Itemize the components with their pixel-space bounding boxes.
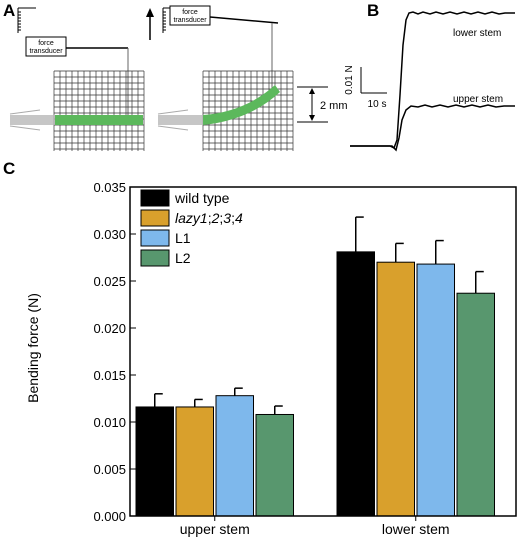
time-scale-label: 10 s: [368, 99, 387, 110]
transducer-label-right-2: transducer: [173, 17, 207, 24]
legend: wild type lazy1;2;3;4 L1 L2: [140, 189, 243, 267]
ruler-left: [17, 7, 36, 33]
panel-b: B 0.01 N 10 s lower stem upper stem: [344, 1, 515, 152]
bar-0-1: [175, 406, 214, 517]
bar-0-2: [215, 395, 254, 517]
legend-swatch: [140, 229, 170, 247]
error-bars: [154, 216, 484, 415]
y-tick-label: 0.030: [93, 227, 126, 242]
panel-c-letter: C: [3, 159, 15, 178]
transducer-label-right-1: force: [182, 9, 198, 16]
transducer-right: force transducer: [162, 5, 279, 88]
error-bar-0-0: [154, 393, 163, 407]
legend-swatch: [140, 209, 170, 227]
grid-left: [53, 70, 145, 151]
transducer-box-left: [25, 36, 67, 57]
scale-bar-2mm: 2 mm: [297, 86, 348, 123]
trace-lower-label: lower stem: [453, 28, 501, 39]
x-axis-categories: upper stem lower stem: [180, 516, 450, 537]
y-tick-label: 0.015: [93, 368, 126, 383]
error-bar-0-1: [194, 398, 203, 407]
panel-c: C Bending force (N) 0.000 0.005 0.010 0.015…: [3, 159, 517, 537]
bar-0-0: [135, 406, 174, 517]
x-category-label: lower stem: [382, 521, 450, 537]
error-bar-0-2: [234, 387, 243, 396]
bar-0-3: [255, 413, 294, 517]
bar-1-3: [456, 292, 495, 517]
lift-arrow: [146, 8, 154, 40]
error-bar-1-0: [355, 216, 364, 252]
bar-1-2: [416, 263, 455, 517]
trace-upper-stem: [350, 104, 515, 152]
legend-swatch: [140, 189, 170, 207]
y-tick-label: 0.035: [93, 180, 126, 195]
bar-1-0: [336, 251, 375, 517]
error-bar-1-3: [475, 270, 484, 294]
y-tick-label: 0.025: [93, 274, 126, 289]
error-bar-0-3: [274, 405, 283, 415]
error-bar-1-1: [395, 242, 404, 263]
lever-arm-right: [209, 16, 279, 24]
x-category-label: upper stem: [180, 521, 250, 537]
y-tick-label: 0.005: [93, 462, 126, 477]
trace-upper-label: upper stem: [453, 94, 503, 105]
y-axis-ticks: 0.000 0.005 0.010 0.015 0.020 0.025 0.030 0.035: [93, 180, 136, 524]
legend-label: wild type: [174, 190, 230, 206]
transducer-box-right: [169, 5, 211, 26]
legend-swatch: [140, 249, 170, 267]
legend-label: lazy1;2;3;4: [175, 210, 243, 226]
bar-marks: [135, 251, 495, 517]
stem-right: [157, 85, 280, 131]
plot-frame: [129, 186, 517, 517]
y-tick-label: 0.000: [93, 509, 126, 524]
bar-1-1: [376, 261, 415, 517]
scale-label-2mm: 2 mm: [320, 100, 348, 112]
transducer-label-left-2: transducer: [29, 48, 63, 55]
legend-label: L2: [175, 250, 191, 266]
force-scale-label: 0.01 N: [344, 65, 355, 94]
error-bar-1-2: [435, 239, 444, 265]
transducer-label-left-1: force: [38, 40, 54, 47]
stem-left: [9, 109, 143, 131]
panel-a-letter: A: [3, 1, 15, 20]
legend-label: L1: [175, 230, 191, 246]
force-scale-bar: 0.01 N 10 s: [344, 65, 387, 110]
y-axis-title: Bending force (N): [25, 293, 41, 403]
transducer-left: force transducer: [17, 7, 129, 120]
trace-lower-stem: [350, 11, 515, 150]
panel-b-letter: B: [367, 1, 379, 20]
y-tick-label: 0.020: [93, 321, 126, 336]
y-tick-label: 0.010: [93, 415, 126, 430]
panel-a: A force transducer: [3, 1, 348, 151]
